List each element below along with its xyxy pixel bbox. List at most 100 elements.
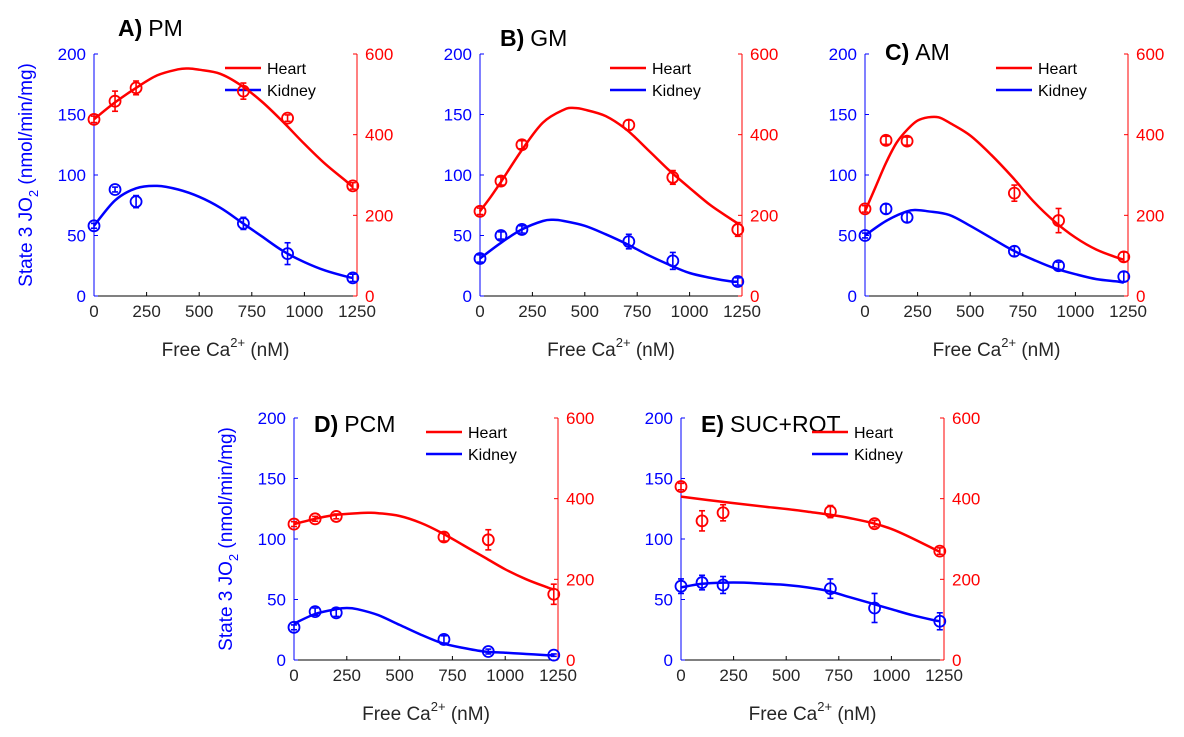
error-bar-heart — [871, 519, 878, 528]
error-bar-heart — [1055, 207, 1062, 234]
x-tick-label: 500 — [956, 302, 984, 321]
error-bar-heart — [112, 90, 119, 113]
left-tick-label: 200 — [829, 45, 857, 64]
data-point-kidney — [823, 582, 837, 596]
left-tick-label: 50 — [654, 591, 673, 610]
left-tick-label: 100 — [645, 530, 673, 549]
left-tick-label: 200 — [58, 45, 86, 64]
data-point-heart — [666, 171, 680, 184]
error-bar-kidney — [550, 653, 557, 658]
data-point-kidney — [731, 275, 745, 288]
data-point-heart — [236, 84, 250, 98]
data-point-heart — [858, 202, 872, 216]
data-point-heart — [1052, 214, 1065, 227]
data-point-kidney — [868, 601, 881, 615]
error-bar-heart — [669, 169, 676, 186]
data-point-heart — [695, 514, 709, 528]
data-point-heart — [547, 587, 561, 601]
panel-title: D) PCM — [314, 411, 395, 437]
error-bar-kidney — [485, 648, 492, 655]
x-tick-label: 500 — [185, 302, 213, 321]
legend-label-kidney: Kidney — [468, 447, 517, 464]
x-tick-label: 0 — [475, 302, 484, 321]
x-axis-label: Free Ca2+ (nM) — [547, 335, 675, 361]
error-bar-kidney — [904, 211, 911, 223]
fit-curve-heart — [863, 115, 1125, 261]
x-tick-label: 500 — [772, 666, 800, 685]
data-point-heart — [481, 533, 495, 547]
left-tick-label: 200 — [645, 409, 673, 428]
data-point-kidney — [329, 606, 343, 620]
error-bar-kidney — [883, 203, 890, 215]
x-tick-label: 0 — [860, 302, 869, 321]
data-point-kidney — [129, 195, 143, 209]
data-point-heart — [716, 506, 730, 520]
x-tick-label: 750 — [438, 666, 466, 685]
left-tick-label: 0 — [77, 287, 86, 306]
x-tick-label: 1000 — [671, 302, 709, 321]
data-point-heart — [933, 544, 947, 558]
right-tick-label: 400 — [566, 490, 594, 509]
data-point-kidney — [236, 216, 250, 230]
data-point-kidney — [281, 247, 294, 261]
right-tick-label: 0 — [1136, 287, 1145, 306]
error-bar-heart — [518, 139, 525, 150]
panel-c: 0 250 500 750 1000 12500501001502000200400600… — [829, 39, 1165, 361]
error-bar-kidney — [862, 232, 868, 239]
error-bar-heart — [477, 207, 483, 216]
error-bar-kidney — [518, 225, 525, 234]
x-tick-label: 500 — [385, 666, 413, 685]
data-point-kidney — [87, 219, 101, 233]
error-bar-kidney — [497, 231, 504, 240]
x-tick-label: 0 — [89, 302, 98, 321]
right-tick-label: 600 — [1136, 45, 1164, 64]
y-axis-label: State 3 JO2 (nmol/min/mg) — [16, 63, 41, 287]
error-bar-heart — [312, 515, 319, 523]
x-tick-label: 0 — [289, 666, 298, 685]
left-tick-label: 200 — [444, 45, 472, 64]
right-tick-label: 400 — [365, 126, 393, 145]
panel-title: B) GM — [500, 25, 567, 51]
data-point-kidney — [858, 229, 872, 242]
data-point-heart — [87, 112, 101, 126]
fit-curve-heart — [93, 67, 354, 189]
legend-label-heart: Heart — [652, 61, 692, 78]
left-tick-label: 100 — [58, 166, 86, 185]
left-tick-label: 0 — [848, 287, 857, 306]
x-tick-label: 1250 — [723, 302, 761, 321]
left-tick-label: 150 — [645, 470, 673, 489]
legend-label-heart: Heart — [468, 425, 508, 442]
legend-label-kidney: Kidney — [652, 83, 701, 100]
error-bar-kidney — [291, 624, 297, 631]
left-tick-label: 150 — [829, 106, 857, 125]
fit-curve-kidney — [293, 606, 554, 657]
panel-a: 0 250 500 750 1000 12500501001502000200400600… — [16, 15, 393, 361]
data-point-kidney — [473, 252, 487, 265]
fit-curve-kidney — [680, 581, 941, 623]
data-point-heart — [281, 111, 294, 125]
data-point-kidney — [494, 229, 508, 242]
error-bar-heart — [485, 528, 492, 551]
x-tick-label: 1000 — [1056, 302, 1094, 321]
fit-curve-heart — [680, 495, 941, 554]
left-tick-label: 50 — [838, 227, 857, 246]
error-bar-heart — [284, 114, 291, 123]
data-point-kidney — [515, 223, 529, 236]
error-bar-kidney — [477, 254, 483, 263]
panel-title: C) AM — [885, 39, 950, 65]
right-tick-label: 200 — [750, 206, 778, 225]
legend-label-kidney: Kidney — [267, 83, 316, 100]
left-tick-label: 100 — [444, 166, 472, 185]
data-point-heart — [308, 512, 322, 526]
error-bar-kidney — [312, 607, 319, 617]
right-tick-label: 400 — [952, 490, 980, 509]
error-bar-heart — [333, 513, 340, 520]
error-bar-heart — [349, 181, 356, 190]
fit-curve-heart — [293, 511, 555, 591]
x-tick-label: 250 — [333, 666, 361, 685]
x-tick-label: 250 — [719, 666, 747, 685]
error-bar-heart — [883, 135, 890, 146]
error-bar-heart — [904, 136, 911, 146]
right-tick-label: 0 — [750, 287, 759, 306]
left-tick-label: 100 — [258, 530, 286, 549]
